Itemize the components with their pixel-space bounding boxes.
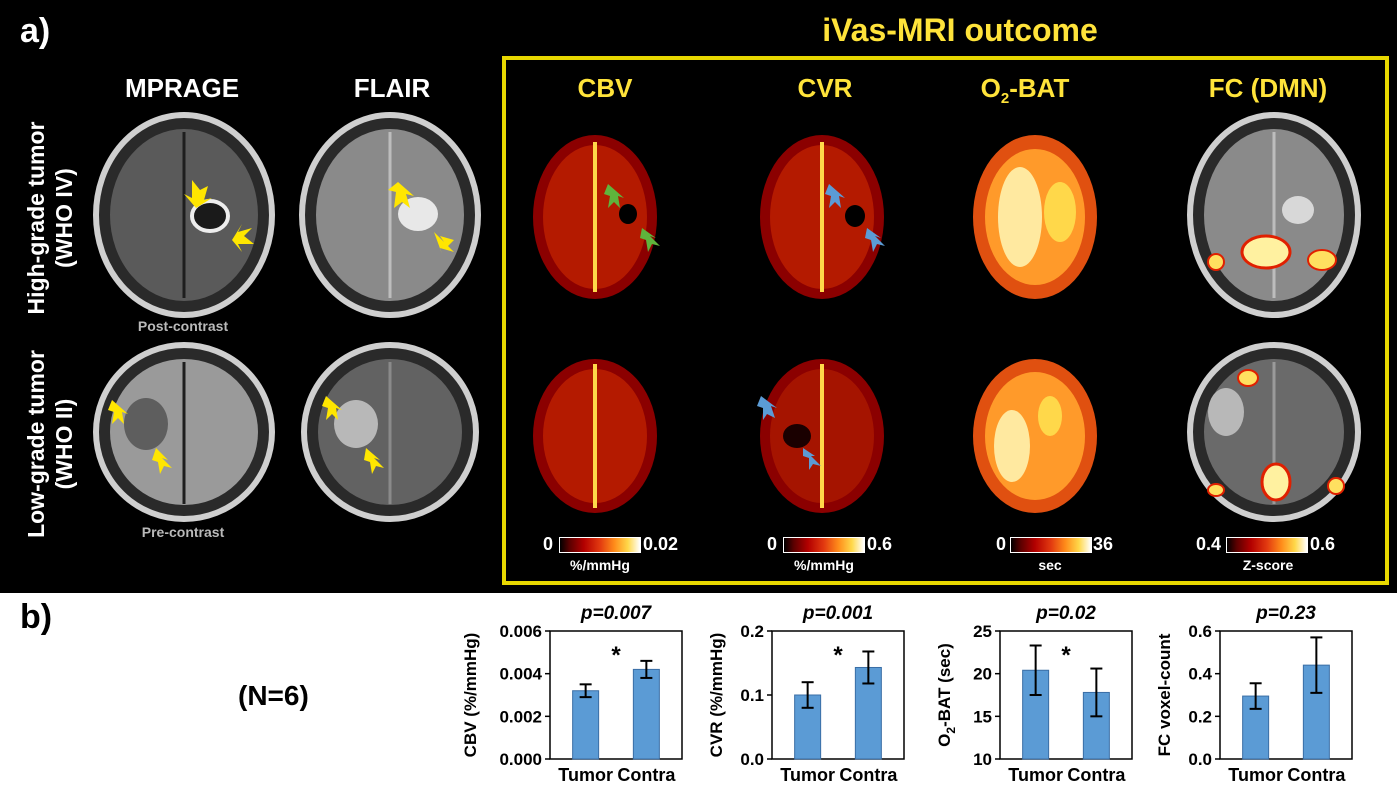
y-tick-label: 0.0 [740, 750, 764, 769]
cbv-low-grade-image [533, 359, 657, 513]
caption-post-contrast: Post-contrast [137, 318, 229, 334]
y-axis-label: CVR (%/mmHg) [707, 633, 726, 758]
flair-low-grade-image [301, 342, 479, 522]
col-cbv: CBV [577, 73, 633, 103]
y-tick-label: 0.004 [499, 665, 542, 684]
y-tick-label: 0.4 [1188, 665, 1212, 684]
plot-frame [1219, 630, 1353, 760]
cbar-cbv-min: 0 [543, 534, 554, 554]
y-tick-label: 20 [973, 665, 992, 684]
fc-high-grade-image [1187, 112, 1361, 318]
fc-low-grade-image [1187, 342, 1361, 522]
y-axis-label: O2-BAT (sec) [935, 643, 958, 747]
y-tick-label: 0.002 [499, 707, 542, 726]
col-cvr: CVR [797, 73, 853, 103]
panel-a-label: a) [20, 12, 51, 50]
cvr-bar-chart: p=0.001 0.0 0.1 0.2 CVR (%/mmHg) Tumor Contra * [707, 603, 905, 785]
plot-frame [549, 630, 683, 760]
o2bat-low-grade-image [973, 359, 1097, 513]
cbar-o2bat-min: 0 [996, 534, 1007, 554]
o2bat-high-grade-image [973, 135, 1097, 299]
chart-title: p=0.007 [580, 603, 653, 624]
mprage-low-grade-image [93, 342, 275, 522]
col-mprage: MPRAGE [124, 73, 240, 103]
cbv-bar-chart: p=0.007 0.000 0.002 0.004 0.006 CBV (%/mmHg) T… [461, 603, 683, 785]
chart-title: p=0.001 [802, 603, 873, 624]
cbar-fc [1226, 537, 1308, 553]
significance-star: * [833, 642, 843, 669]
cvr-low-grade-image [757, 359, 884, 513]
cbar-cbv-unit: %/mmHg [570, 557, 630, 573]
cbar-cbv [559, 537, 641, 553]
cbv-high-grade-image [533, 135, 660, 299]
cbar-o2bat [1010, 537, 1092, 553]
y-tick-label: 0.1 [740, 686, 764, 705]
cbar-cvr-max: 0.6 [867, 534, 893, 554]
y-tick-label: 0.2 [740, 622, 764, 641]
row-label-low-grade: Low-grade tumor (WHO II) [23, 350, 77, 538]
flair-high-grade-image [299, 112, 481, 318]
y-tick-label: 0.6 [1188, 622, 1212, 641]
y-tick-label: 10 [973, 750, 992, 769]
o2bat-bar-chart: p=0.02 10 15 20 25 O2-BAT (sec) Tumor Contra * [935, 603, 1133, 785]
x-tick-label: Tumor [780, 765, 835, 785]
cbar-o2bat-max: 36 [1093, 534, 1114, 554]
caption-pre-contrast: Pre-contrast [141, 524, 225, 540]
bar-tumor [572, 690, 600, 760]
x-tick-label: Contra [839, 765, 898, 785]
sample-size-label: (N=6) [238, 680, 309, 711]
panel-b-label: b) [20, 598, 53, 636]
significance-star: * [1061, 642, 1071, 669]
row-label-high-grade: High-grade tumor (WHO IV) [23, 121, 77, 315]
bar-contra [632, 668, 660, 760]
col-flair: FLAIR [353, 73, 431, 103]
cbar-cbv-max: 0.02 [643, 534, 679, 554]
y-tick-label: 0.000 [499, 750, 542, 769]
cbar-cvr [783, 537, 865, 553]
y-tick-label: 25 [973, 622, 992, 641]
y-tick-label: 0.2 [1188, 707, 1212, 726]
cbar-fc-max: 0.6 [1310, 534, 1336, 554]
col-o2bat: O2-BAT [980, 73, 1070, 108]
cbar-fc-min: 0.4 [1196, 534, 1222, 554]
ivas-title: iVas-MRI outcome [822, 12, 1098, 48]
fc-bar-chart: p=0.23 0.0 0.2 0.4 0.6 FC voxel-count Tumor Con… [1155, 603, 1353, 785]
significance-star: * [611, 642, 621, 669]
mprage-high-grade-image [93, 112, 275, 318]
ivas-frame [502, 56, 1389, 585]
col-fc: FC (DMN) [1208, 73, 1328, 103]
x-tick-label: Tumor [1008, 765, 1063, 785]
cbar-cvr-min: 0 [767, 534, 778, 554]
cbar-o2bat-unit: sec [1038, 557, 1062, 573]
y-tick-label: 0.0 [1188, 750, 1212, 769]
x-tick-label: Tumor [1228, 765, 1283, 785]
y-tick-label: 0.006 [499, 622, 542, 641]
cbar-cvr-unit: %/mmHg [794, 557, 854, 573]
cvr-high-grade-image [760, 135, 885, 299]
plot-frame [999, 630, 1133, 760]
x-tick-label: Contra [617, 765, 676, 785]
chart-title: p=0.23 [1255, 603, 1316, 624]
x-tick-label: Tumor [558, 765, 613, 785]
x-tick-label: Contra [1067, 765, 1126, 785]
y-axis-label: FC voxel-count [1155, 633, 1174, 756]
cbar-fc-unit: Z-score [1242, 557, 1294, 573]
x-tick-label: Contra [1287, 765, 1346, 785]
y-axis-label: CBV (%/mmHg) [461, 633, 480, 758]
chart-title: p=0.02 [1035, 603, 1096, 624]
y-tick-label: 15 [973, 707, 992, 726]
